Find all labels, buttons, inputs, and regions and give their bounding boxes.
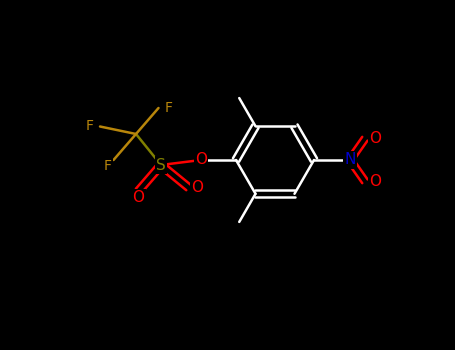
Text: O: O xyxy=(369,174,381,189)
Text: O: O xyxy=(192,180,203,195)
Text: O: O xyxy=(195,153,207,168)
Text: F: F xyxy=(103,159,111,173)
Text: F: F xyxy=(86,119,94,133)
Text: O: O xyxy=(369,131,381,146)
Text: F: F xyxy=(165,101,172,115)
Text: O: O xyxy=(132,190,145,205)
Text: N: N xyxy=(344,153,356,168)
Text: S: S xyxy=(156,158,166,173)
